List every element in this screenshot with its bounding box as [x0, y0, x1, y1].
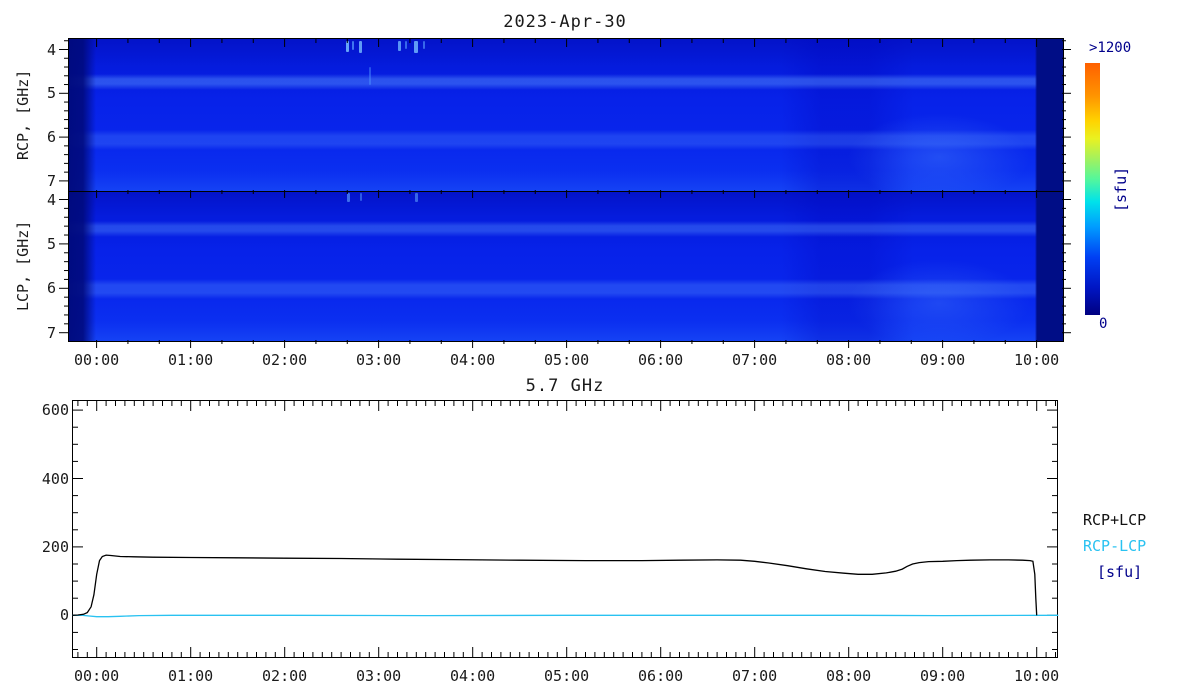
time-tick-label: 02:00: [262, 351, 308, 369]
burst-streak: [359, 41, 362, 53]
colorbar-max-label: >1200: [1089, 40, 1132, 56]
burst-streak: [369, 67, 371, 85]
colorbar-min-label: 0: [1099, 316, 1108, 332]
rcp-spectrogram-panel: [69, 39, 1063, 191]
lcp-spectrogram-panel: [69, 191, 1063, 341]
freq-tick-label: 5: [46, 234, 56, 253]
flux-tick-label: 200: [41, 537, 69, 556]
spectrogram-date-title: 2023-Apr-30: [503, 12, 627, 32]
series-RCP-LCP: [72, 614, 1059, 618]
burst-streak: [352, 41, 354, 50]
freq-tick-label: 4: [46, 40, 56, 59]
dynamic-spectra-box: [68, 38, 1064, 342]
flux-tick-label: 400: [41, 469, 69, 488]
freq-tick-label: 5: [46, 84, 56, 103]
freq-tick-label: 7: [46, 171, 56, 190]
legend-rcp-minus-lcp: RCP-LCP: [1083, 537, 1147, 555]
time-tick-label: 05:00: [544, 351, 590, 369]
time-tick-label: 04:00: [450, 667, 496, 685]
freq-tick-label: 4: [46, 190, 56, 209]
time-tick-label: 03:00: [356, 667, 402, 685]
time-tick-label: 10:00: [1014, 667, 1060, 685]
time-tick-label: 07:00: [732, 351, 778, 369]
panel-divider-line: [69, 191, 1063, 192]
colorbar-unit-label: [sfu]: [1112, 166, 1130, 212]
legend-units: [sfu]: [1097, 563, 1143, 581]
time-tick-label: 10:00: [1014, 351, 1060, 369]
rcp-axis-title: RCP, [GHz]: [14, 69, 32, 160]
time-tick-label: 03:00: [356, 351, 402, 369]
freq-tick-label: 6: [46, 279, 56, 298]
legend-rcp-plus-lcp: RCP+LCP: [1083, 511, 1147, 529]
time-tick-label: 06:00: [638, 667, 684, 685]
freq-tick-label: 6: [46, 128, 56, 147]
burst-streak: [405, 41, 407, 49]
burst-streak: [423, 41, 425, 49]
time-tick-label: 05:00: [544, 667, 590, 685]
colorbar: [1085, 63, 1100, 315]
flux-timeseries-chart: [72, 400, 1059, 658]
burst-streak: [360, 193, 362, 201]
time-tick-label: 00:00: [74, 667, 120, 685]
time-tick-label: 01:00: [168, 351, 214, 369]
time-tick-label: 02:00: [262, 667, 308, 685]
time-tick-label: 09:00: [920, 351, 966, 369]
burst-streak: [415, 193, 418, 202]
time-tick-label: 08:00: [826, 351, 872, 369]
time-tick-label: 08:00: [826, 667, 872, 685]
time-tick-label: 07:00: [732, 667, 778, 685]
series-RCP+LCP: [72, 554, 1038, 616]
time-tick-label: 06:00: [638, 351, 684, 369]
burst-streak: [347, 193, 350, 202]
flux-tick-label: 600: [41, 401, 69, 420]
burst-streak: [346, 41, 349, 52]
burst-streak: [398, 41, 401, 51]
freq-tick-label: 7: [46, 323, 56, 342]
burst-streak: [414, 41, 418, 53]
time-tick-label: 09:00: [920, 667, 966, 685]
flux-tick-label: 0: [59, 606, 69, 625]
timeseries-title: 5.7 GHz: [525, 376, 605, 396]
time-tick-label: 01:00: [168, 667, 214, 685]
time-tick-label: 04:00: [450, 351, 496, 369]
time-tick-label: 00:00: [74, 351, 120, 369]
